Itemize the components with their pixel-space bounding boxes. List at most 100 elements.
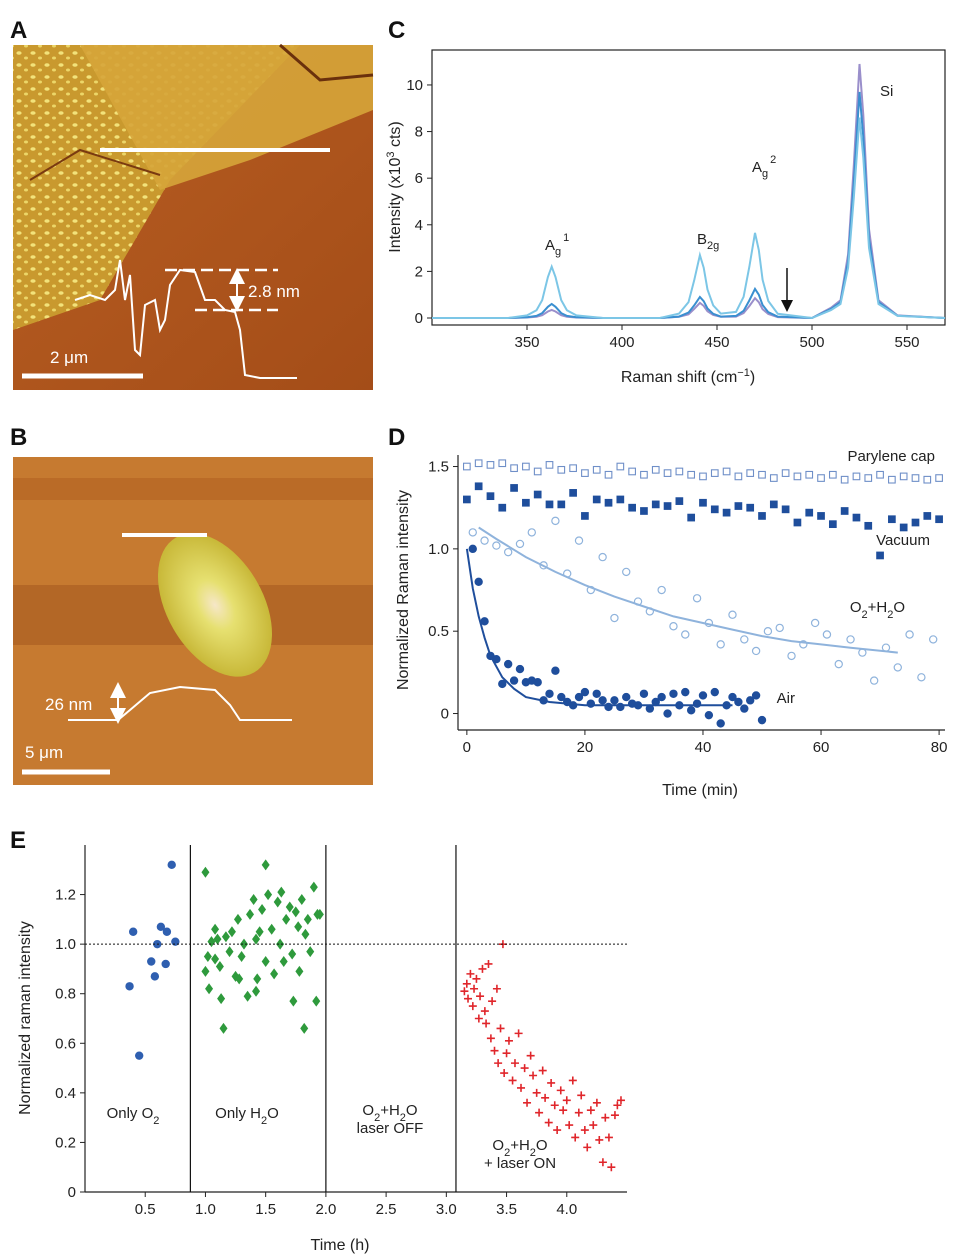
point	[559, 1106, 568, 1115]
x-tick-label: 3.5	[496, 1201, 517, 1218]
point	[876, 470, 884, 479]
point	[734, 502, 743, 510]
point	[500, 1069, 509, 1078]
point	[893, 663, 902, 672]
point	[746, 503, 755, 512]
label-part: Intensity (x10	[387, 157, 404, 252]
panel-letter: C	[388, 17, 405, 44]
point	[227, 926, 236, 938]
point	[805, 470, 814, 479]
point	[533, 467, 542, 476]
point	[663, 709, 672, 718]
image-band	[13, 478, 373, 500]
point	[917, 673, 926, 682]
point	[466, 969, 475, 978]
x-tick-label: 40	[695, 739, 712, 756]
point	[751, 691, 761, 700]
spectrum-line	[432, 117, 946, 320]
point	[468, 1002, 477, 1011]
label-part: Raman shift (cm	[621, 369, 737, 386]
point	[580, 687, 590, 697]
y-tick-label: 0	[415, 310, 423, 327]
point	[128, 927, 138, 936]
point	[522, 498, 530, 507]
point	[522, 462, 530, 471]
point	[545, 461, 554, 469]
peak-label-base: B	[697, 231, 707, 248]
point	[687, 513, 696, 522]
point	[470, 984, 479, 993]
point	[510, 1059, 519, 1068]
point	[899, 523, 908, 532]
point	[474, 459, 483, 468]
fit-curve	[465, 548, 733, 707]
label-part: cts)	[387, 121, 404, 151]
point	[476, 992, 485, 1001]
point	[295, 965, 304, 977]
point	[282, 913, 291, 925]
point	[478, 964, 487, 973]
point	[935, 474, 943, 482]
peak-label: Ag1	[545, 232, 569, 258]
point	[746, 469, 755, 477]
point	[828, 470, 837, 479]
point	[233, 913, 242, 925]
afm-image-b: 26 nm 5 μm	[13, 457, 373, 785]
series-label: Parylene cap	[847, 448, 935, 465]
point	[249, 894, 258, 906]
point	[613, 1101, 622, 1110]
point	[252, 985, 261, 997]
point	[864, 521, 873, 530]
point	[864, 474, 873, 482]
point	[828, 520, 837, 529]
x-tick-label: 400	[609, 334, 634, 351]
point	[502, 1049, 511, 1058]
point	[545, 500, 554, 509]
y-tick-label: 0.6	[55, 1035, 76, 1052]
point	[309, 881, 318, 893]
point	[734, 697, 743, 707]
point	[463, 495, 471, 504]
point	[616, 495, 625, 504]
point	[264, 889, 273, 901]
point	[289, 995, 298, 1007]
point	[134, 1051, 144, 1060]
point	[640, 507, 648, 515]
chart: E 0.5 1.0 1.5 2.0 2.5 3.0 3.5 4.0 0 0.2 0.4 0.6 0.8 1.…	[10, 827, 627, 1254]
point	[586, 1106, 595, 1115]
y-tick-label: 0	[441, 706, 449, 723]
point	[252, 933, 261, 945]
point	[834, 659, 843, 669]
point	[551, 516, 560, 526]
point	[533, 678, 542, 687]
point	[211, 953, 220, 965]
point	[211, 923, 220, 935]
point	[239, 938, 248, 950]
point	[147, 957, 156, 966]
point	[468, 544, 477, 554]
point	[681, 687, 690, 697]
point	[277, 886, 286, 898]
label-part: )	[750, 369, 755, 386]
x-tick-label: 550	[894, 334, 919, 351]
point	[221, 931, 230, 943]
point	[787, 651, 796, 661]
point	[888, 515, 896, 524]
point	[583, 1143, 592, 1152]
point	[757, 715, 767, 725]
y-axis-label: Normalized raman intensity	[17, 921, 34, 1115]
step-height-label: 26 nm	[45, 695, 92, 714]
x-tick-label: 500	[799, 334, 824, 351]
point	[640, 470, 648, 479]
point	[699, 498, 707, 507]
point	[822, 630, 832, 639]
point	[698, 691, 708, 700]
point	[492, 984, 501, 993]
point	[876, 551, 884, 560]
series-label: O2+H2O	[850, 599, 905, 621]
point	[562, 1096, 571, 1105]
panel-letter: D	[388, 424, 405, 451]
point	[161, 959, 170, 969]
point	[523, 1098, 532, 1107]
point	[610, 1111, 619, 1120]
